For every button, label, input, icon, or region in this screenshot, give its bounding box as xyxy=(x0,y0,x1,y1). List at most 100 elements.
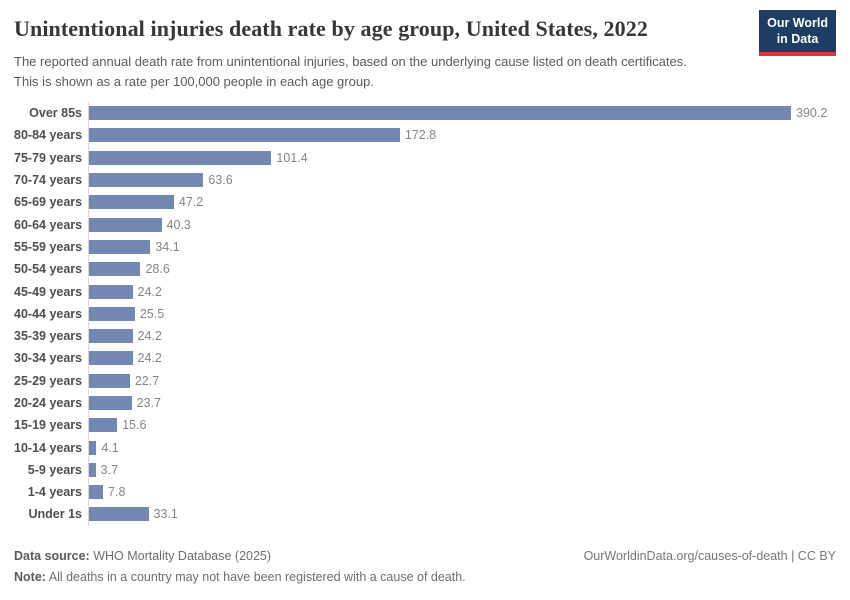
bar-row: 15-19 years 15.6 xyxy=(14,414,848,437)
owid-logo[interactable]: Our World in Data xyxy=(759,10,836,57)
value-label: 22.7 xyxy=(134,373,160,388)
bar[interactable] xyxy=(89,262,141,277)
chart-title: Unintentional injuries death rate by age… xyxy=(14,16,648,41)
note-label: Note: xyxy=(14,570,46,585)
bar[interactable] xyxy=(89,150,272,165)
value-label: 25.5 xyxy=(139,306,165,321)
value-label: 34.1 xyxy=(155,239,180,254)
value-label: 24.2 xyxy=(137,329,162,344)
category-label: 20-24 years xyxy=(14,396,83,410)
category-label: 40-44 years xyxy=(14,306,83,321)
owid-logo-line1: Our World xyxy=(767,16,828,30)
category-label: 60-64 years xyxy=(14,217,83,232)
bar[interactable] xyxy=(89,128,400,143)
bar-row: 70-74 years 63.6 xyxy=(14,168,848,192)
category-label: 5-9 years xyxy=(27,462,82,477)
value-label: 3.7 xyxy=(100,462,119,477)
bar-row: 30-34 years 24.2 xyxy=(14,347,848,370)
bar-track: 47.2 xyxy=(88,191,848,214)
bar-track: 63.6 xyxy=(88,168,848,192)
value-label: 47.2 xyxy=(178,195,204,210)
bar-track: 34.1 xyxy=(88,235,848,259)
category-label: 15-19 years xyxy=(14,418,83,433)
bar-row: 80-84 years 172.8 xyxy=(14,124,848,147)
value-label: 390.2 xyxy=(796,106,828,121)
category-label: 45-49 years xyxy=(14,284,83,299)
value-label: 24.2 xyxy=(137,284,162,299)
bar-row: 20-24 years 23.7 xyxy=(14,391,848,415)
bar[interactable] xyxy=(89,173,204,188)
bar[interactable] xyxy=(89,195,174,210)
bar-row: Over 85s 390.2 xyxy=(14,102,848,125)
bar-track: 172.8 xyxy=(88,124,848,147)
bar-row: 35-39 years 24.2 xyxy=(14,324,848,348)
value-label: 28.6 xyxy=(145,262,170,277)
bar-row: 1-4 years 7.8 xyxy=(14,481,848,504)
category-label: 75-79 years xyxy=(14,150,83,165)
chart-header: Unintentional injuries death rate by age… xyxy=(14,16,750,91)
category-label: 80-84 years xyxy=(14,128,83,143)
owid-logo-line2: in Data xyxy=(776,31,819,46)
category-label: Over 85s xyxy=(29,106,82,121)
note-value: All deaths in a country may not have bee… xyxy=(45,570,466,585)
bar-row: 40-44 years 25.5 xyxy=(14,302,848,325)
chart-subtitle: The reported annual death rate from unin… xyxy=(14,54,687,89)
bar[interactable] xyxy=(89,351,133,366)
bar[interactable] xyxy=(89,284,133,299)
value-label: 63.6 xyxy=(208,173,233,188)
note-line: Note: All deaths in a country may not ha… xyxy=(14,567,836,588)
value-label: 101.4 xyxy=(276,150,308,165)
bar-track: 25.5 xyxy=(88,302,848,325)
value-label: 4.1 xyxy=(101,440,119,455)
datasource-line: Data source: WHO Mortality Database (202… xyxy=(14,546,836,567)
bar[interactable] xyxy=(89,440,97,455)
bar[interactable] xyxy=(89,485,104,500)
bar[interactable] xyxy=(89,329,133,344)
value-label: 15.6 xyxy=(122,418,147,433)
bar[interactable] xyxy=(89,462,96,477)
value-label: 23.7 xyxy=(136,396,161,410)
datasource-label: Data source: xyxy=(14,549,90,563)
bar-chart: Over 85s 390.2 80-84 years 172.8 75-79 years… xyxy=(14,102,848,526)
category-label: 10-14 years xyxy=(14,440,83,455)
bar-track: 7.8 xyxy=(88,481,848,504)
value-label: 40.3 xyxy=(166,217,191,232)
bar-track: 33.1 xyxy=(88,503,848,526)
bar-track: 15.6 xyxy=(88,414,848,437)
bar-row: 75-79 years 101.4 xyxy=(14,146,848,169)
bar[interactable] xyxy=(89,217,162,232)
category-label: 30-34 years xyxy=(14,351,83,366)
bar[interactable] xyxy=(89,396,132,410)
value-label: 7.8 xyxy=(108,485,126,500)
bar-track: 390.2 xyxy=(88,102,848,125)
bar-row: 55-59 years 34.1 xyxy=(14,235,848,259)
bar[interactable] xyxy=(89,373,130,388)
value-label: 33.1 xyxy=(153,507,178,522)
chart-rows: Over 85s 390.2 80-84 years 172.8 75-79 years… xyxy=(14,102,848,526)
bar[interactable] xyxy=(89,239,151,254)
category-label: 25-29 years xyxy=(14,373,83,388)
bar-row: 50-54 years 28.6 xyxy=(14,258,848,281)
bar-row: 5-9 years 3.7 xyxy=(14,458,848,482)
bar-track: 23.7 xyxy=(88,391,848,415)
bar[interactable] xyxy=(89,106,791,121)
bar-track: 24.2 xyxy=(88,347,848,370)
category-label: 55-59 years xyxy=(14,239,83,254)
attribution-link[interactable]: OurWorldinData.org/causes-of-death | CC … xyxy=(583,549,836,563)
bar[interactable] xyxy=(89,306,135,321)
bar[interactable] xyxy=(89,418,118,433)
bar[interactable] xyxy=(89,507,149,522)
bar-track: 22.7 xyxy=(88,369,848,392)
bar-row: 60-64 years 40.3 xyxy=(14,213,848,236)
bar-track: 3.7 xyxy=(88,458,848,482)
chart-footer: Data source: WHO Mortality Database (202… xyxy=(14,546,836,589)
bar-track: 24.2 xyxy=(88,324,848,348)
bar-track: 28.6 xyxy=(88,258,848,281)
value-label: 172.8 xyxy=(404,128,437,143)
category-label: 70-74 years xyxy=(14,173,83,188)
category-label: 1-4 years xyxy=(27,485,82,500)
bar-track: 101.4 xyxy=(88,146,848,169)
bar-row: 45-49 years 24.2 xyxy=(14,280,848,303)
datasource-value: WHO Mortality Database (2025) xyxy=(89,549,272,563)
